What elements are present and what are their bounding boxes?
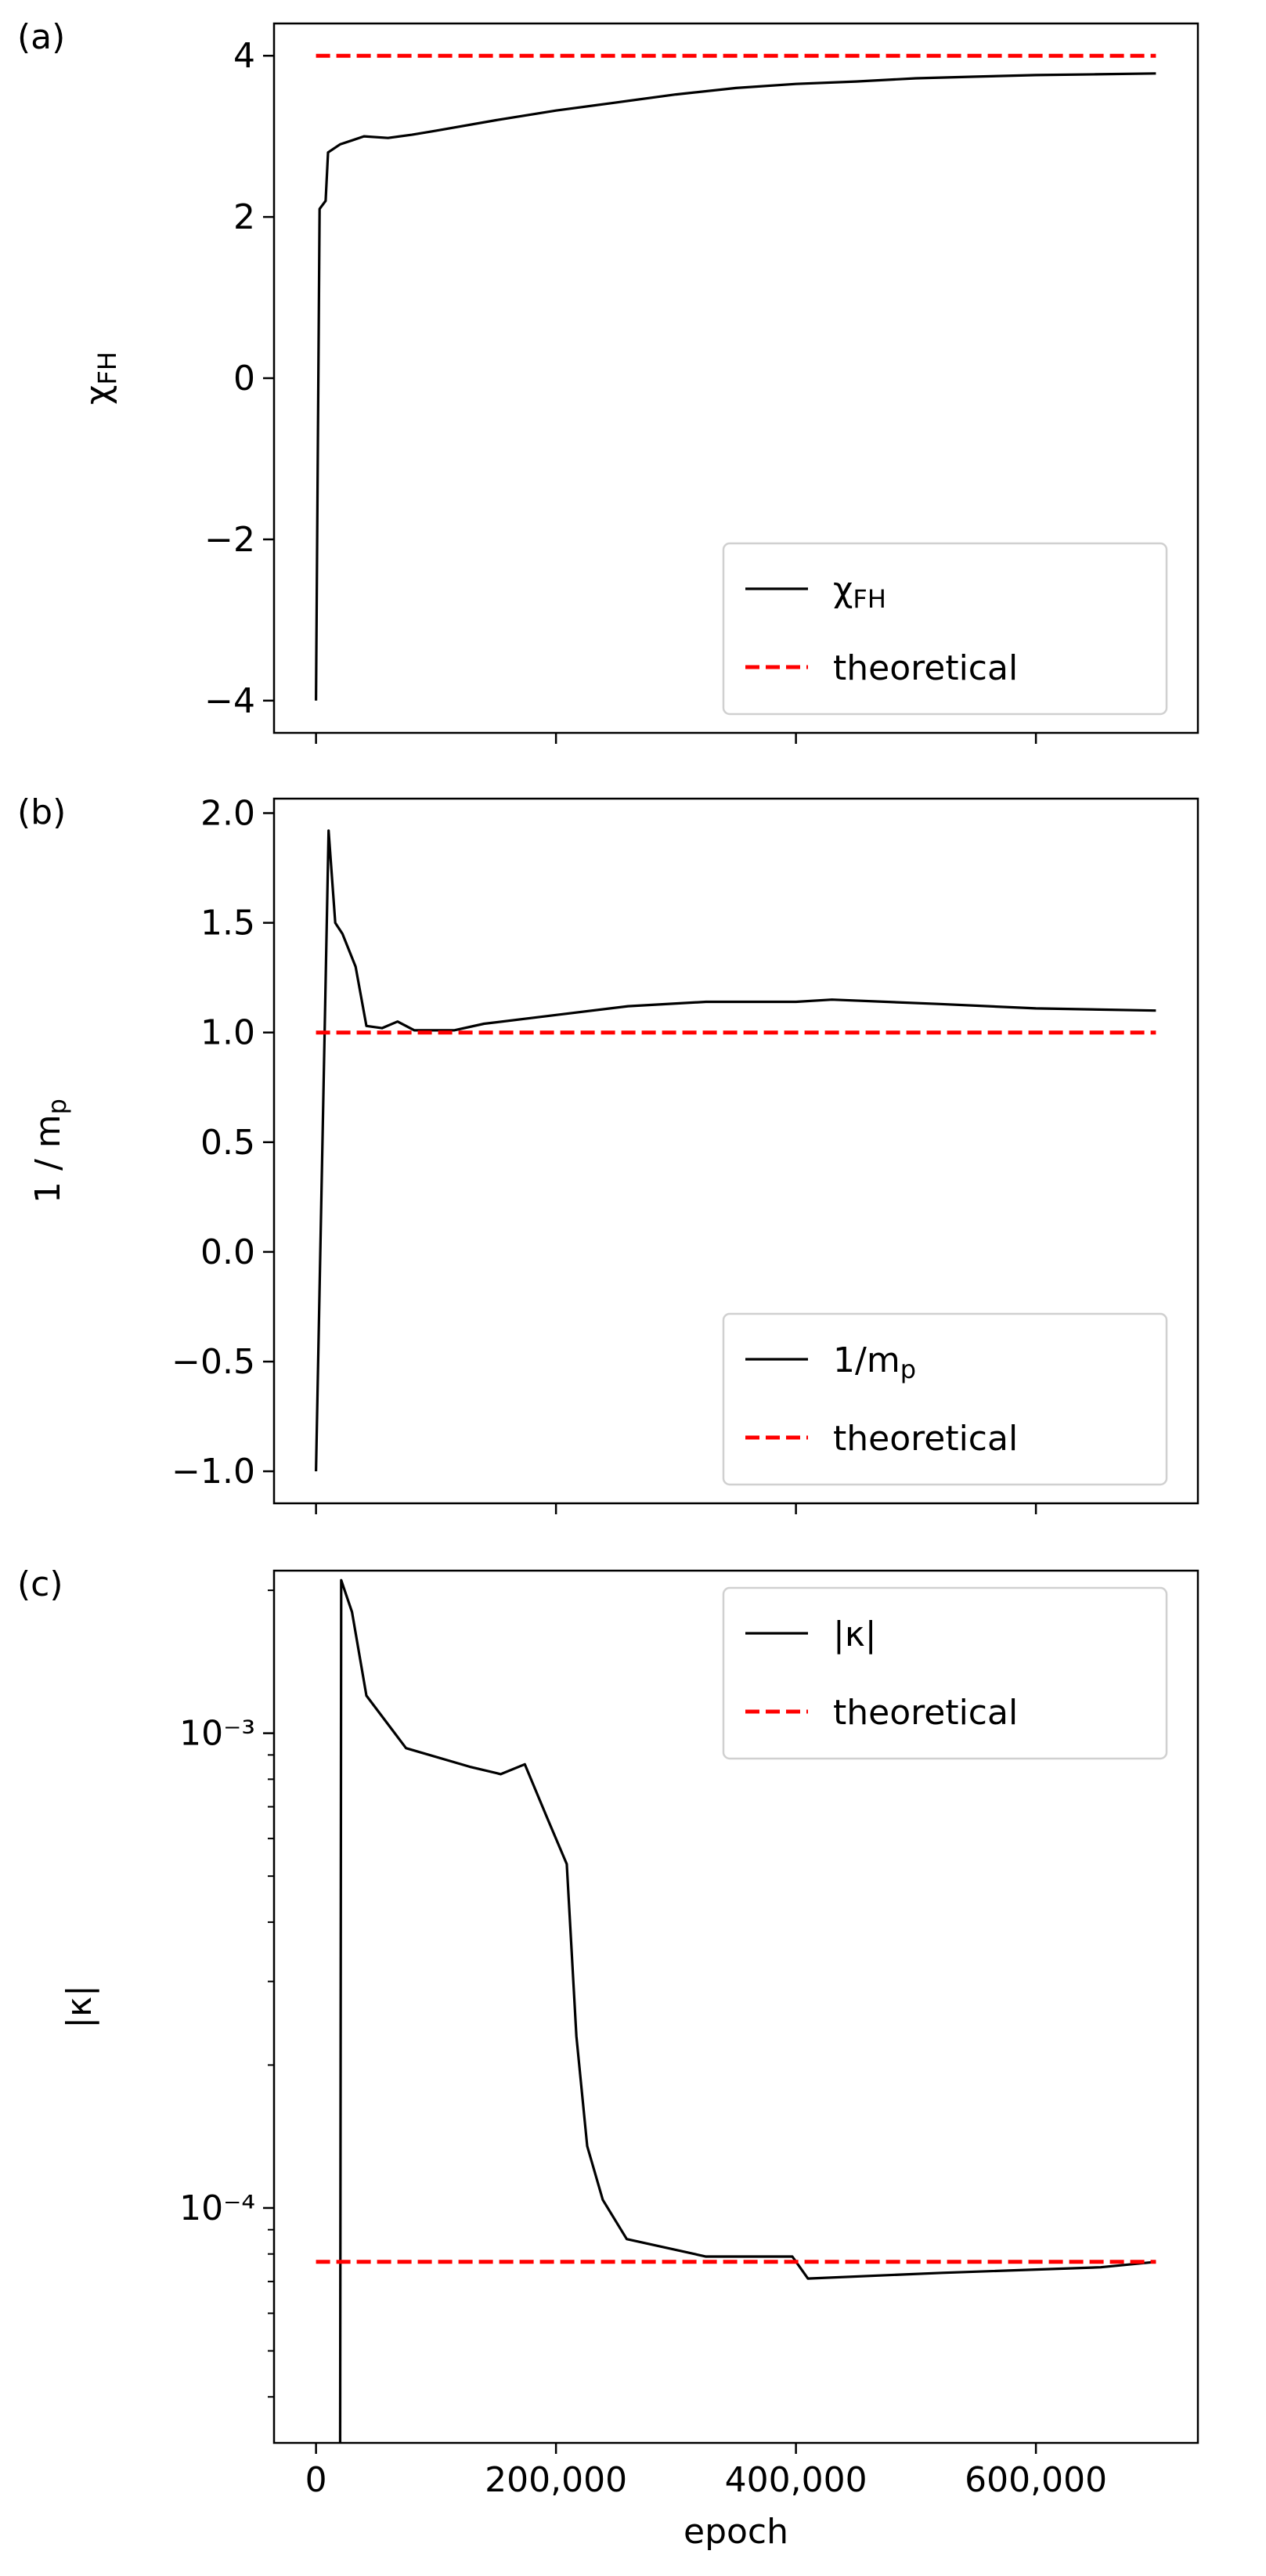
y-axis-label-sub: FH (92, 352, 122, 384)
legend: |κ| theoretical (722, 1586, 1168, 1760)
legend-label: theoretical (833, 1693, 1018, 1733)
y-tick-label: 4 (233, 36, 255, 76)
x-tick-label: 0 (305, 2460, 327, 2500)
legend: χFH theoretical (722, 542, 1168, 716)
x-tick-label: 400,000 (725, 2460, 867, 2500)
legend-label-main: theoretical (833, 1693, 1018, 1733)
x-axis-label: epoch (683, 2512, 788, 2552)
x-tick-label: 200,000 (485, 2460, 627, 2500)
plot-area (315, 53, 1156, 701)
y-tick-label: −2 (204, 520, 255, 560)
legend-label-main: |κ| (833, 1615, 877, 1654)
y-tick-label: −0.5 (171, 1342, 255, 1382)
legend-label: theoretical (833, 648, 1018, 688)
legend-label-main: theoretical (833, 648, 1018, 688)
legend-box (722, 542, 1168, 716)
plot-area (315, 829, 1156, 1472)
y-tick-label: 10⁻³ (179, 1714, 255, 1754)
y-axis-label: |κ| (60, 1985, 99, 2029)
y-tick-label: 0 (233, 359, 255, 399)
data-line (315, 72, 1156, 701)
panel: (b)−1.0−0.50.00.51.01.52.01 / mp1/mptheo… (17, 792, 1199, 1514)
legend-label: 1/mp (833, 1340, 916, 1384)
panel: (c) 10⁻⁴ 10⁻³ 0 200,000 400,000 600,000 epoch |κ… (17, 1564, 1199, 2552)
y-axis-label-sub: p (42, 1099, 72, 1114)
panel-label: (a) (17, 17, 65, 57)
data-line (338, 1578, 1156, 2443)
legend-label-sub: p (900, 1355, 916, 1384)
y-axis-label: χFH (78, 352, 122, 405)
y-tick-label: 2.0 (200, 793, 255, 833)
y-axis-label: 1 / mp (28, 1099, 72, 1203)
y-tick-label: 1.5 (200, 904, 255, 943)
legend: 1/mp theoretical (722, 1312, 1168, 1486)
legend-label-main: χ (833, 570, 853, 610)
panel-label: (b) (17, 792, 66, 832)
y-tick-label: 0.0 (200, 1232, 255, 1272)
axes-frame (272, 797, 1199, 1505)
y-axis-label-main: 1 / m (28, 1114, 68, 1203)
x-tick-label: 600,000 (965, 2460, 1107, 2500)
y-tick-label: −4 (204, 681, 255, 721)
legend-label: theoretical (833, 1419, 1018, 1459)
plot-area (316, 1578, 1156, 2443)
y-tick-label: 10⁻⁴ (179, 2188, 255, 2228)
y-tick-label: 2 (233, 197, 255, 237)
legend-label-main: theoretical (833, 1419, 1018, 1459)
axes-frame (272, 1569, 1199, 2444)
axes-frame (272, 22, 1199, 734)
legend-box (722, 1312, 1168, 1486)
y-tick-label: 0.5 (200, 1123, 255, 1163)
legend-label: |κ| (833, 1615, 877, 1654)
legend-label-main: 1/m (833, 1340, 900, 1380)
legend-label: χFH (833, 570, 886, 614)
legend-label-sub: FH (853, 584, 885, 614)
y-axis-label-main: χ (78, 385, 118, 405)
legend-box (722, 1586, 1168, 1760)
y-tick-label: 1.0 (200, 1013, 255, 1053)
y-tick-label: −1.0 (171, 1452, 255, 1492)
panel-label: (c) (17, 1564, 63, 1604)
data-line (315, 829, 1156, 1472)
y-axis-label-main: |κ| (60, 1985, 99, 2029)
